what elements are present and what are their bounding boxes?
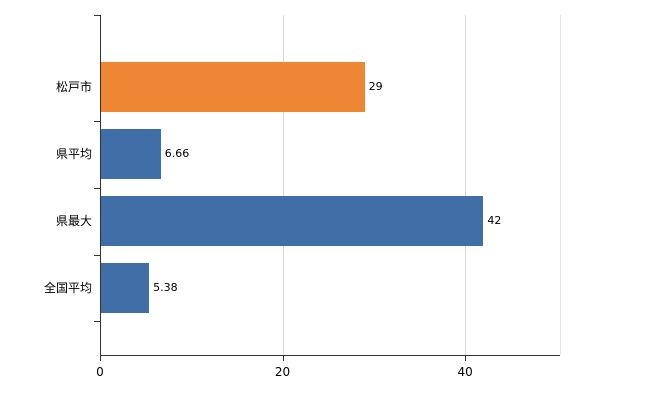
x-gridline [282,15,284,355]
x-axis-tick [100,355,101,361]
x-tick-label: 20 [274,365,291,379]
category-label: 松戸市 [55,80,92,94]
x-axis [100,355,560,356]
category-label: 県最大 [55,214,92,228]
y-axis-tick [94,188,100,189]
y-axis-tick [94,15,100,16]
category-label: 全国平均 [43,281,92,295]
y-axis-tick [94,321,100,322]
y-axis-tick [94,255,100,256]
bar-series-1 [100,129,161,179]
bar-series-3 [100,263,150,313]
x-axis-tick [465,355,467,361]
category-label: 県平均 [55,147,92,161]
bar-value-label: 5.38 [153,281,178,294]
x-gridline [465,15,467,355]
x-tick-label: 0 [96,365,104,379]
bar-value-label: 42 [487,214,502,227]
bar-value-label: 6.66 [164,147,190,160]
bar-series-0 [100,62,365,112]
y-axis [100,15,101,356]
bar-value-label: 29 [368,80,383,93]
x-axis-tick [282,355,284,361]
plot-right-border [560,15,561,355]
x-tick-label: 40 [457,365,473,379]
y-axis-tick [94,121,100,122]
bar-series-2 [100,196,484,246]
